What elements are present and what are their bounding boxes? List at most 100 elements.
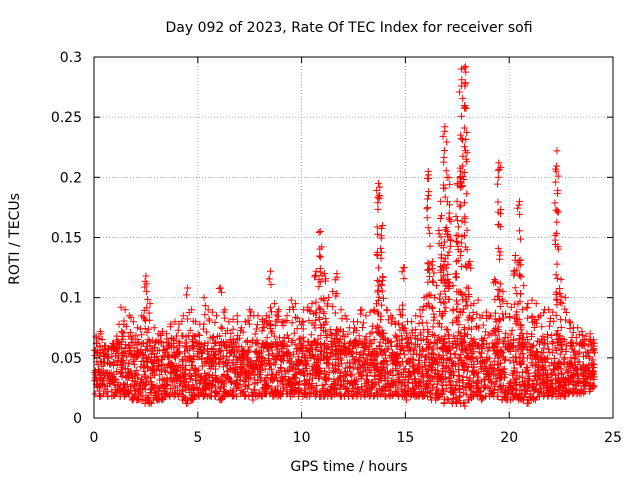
data-point bbox=[506, 396, 514, 404]
data-point bbox=[569, 379, 577, 387]
data-point bbox=[220, 382, 228, 390]
data-point bbox=[180, 348, 188, 356]
data-point bbox=[368, 328, 376, 336]
data-point bbox=[569, 361, 577, 369]
data-point bbox=[410, 375, 418, 383]
data-point bbox=[140, 371, 148, 379]
data-point bbox=[492, 331, 500, 339]
data-point bbox=[445, 364, 453, 372]
data-point bbox=[457, 167, 465, 175]
data-point bbox=[512, 385, 520, 393]
data-point bbox=[400, 275, 408, 283]
data-point bbox=[580, 378, 588, 386]
data-point bbox=[387, 368, 395, 376]
data-point bbox=[148, 381, 156, 389]
data-point bbox=[429, 278, 437, 286]
data-point bbox=[460, 143, 468, 151]
data-point bbox=[273, 346, 281, 354]
data-point bbox=[310, 338, 318, 346]
data-point bbox=[445, 284, 453, 292]
data-point bbox=[502, 329, 510, 337]
data-point bbox=[553, 260, 561, 268]
data-point bbox=[360, 339, 368, 347]
data-point bbox=[333, 389, 341, 397]
data-point bbox=[454, 242, 462, 250]
data-point bbox=[204, 371, 212, 379]
data-point bbox=[401, 351, 409, 359]
data-point bbox=[363, 372, 371, 380]
data-point bbox=[436, 290, 444, 298]
data-point bbox=[308, 300, 316, 308]
data-point bbox=[144, 394, 152, 402]
data-point bbox=[330, 368, 338, 376]
data-point bbox=[510, 336, 518, 344]
data-point bbox=[188, 361, 196, 369]
data-point bbox=[491, 309, 499, 317]
data-point bbox=[562, 347, 570, 355]
data-point bbox=[575, 348, 583, 356]
data-point bbox=[410, 368, 418, 376]
data-point bbox=[434, 360, 442, 368]
data-point bbox=[538, 363, 546, 371]
data-point bbox=[112, 352, 120, 360]
data-point bbox=[487, 312, 495, 320]
data-point bbox=[473, 373, 481, 381]
data-point bbox=[343, 377, 351, 385]
data-point bbox=[555, 378, 563, 386]
data-point bbox=[184, 315, 192, 323]
data-point bbox=[445, 173, 453, 181]
data-point bbox=[407, 339, 415, 347]
axis-ticks: 0 5 10 15 20 25 0 0.05 0.1 0.15 0.2 0.25 0.3 bbox=[51, 50, 622, 446]
data-point bbox=[91, 390, 99, 398]
data-point bbox=[419, 347, 427, 355]
data-point bbox=[144, 374, 152, 382]
y-tick-label: 0.15 bbox=[51, 231, 82, 247]
data-point bbox=[320, 339, 328, 347]
data-point bbox=[250, 371, 258, 379]
data-point bbox=[497, 348, 505, 356]
data-point bbox=[315, 276, 323, 284]
data-point bbox=[462, 135, 470, 143]
data-point bbox=[315, 228, 323, 236]
data-point bbox=[130, 395, 138, 403]
data-point bbox=[441, 308, 449, 316]
data-point bbox=[328, 392, 336, 400]
data-point bbox=[501, 386, 509, 394]
data-point bbox=[457, 400, 465, 408]
data-point bbox=[548, 370, 556, 378]
data-point bbox=[591, 349, 599, 357]
data-point bbox=[465, 396, 473, 404]
data-point bbox=[310, 321, 318, 329]
data-point bbox=[257, 358, 265, 366]
data-point bbox=[397, 311, 405, 319]
data-point bbox=[173, 375, 181, 383]
data-point bbox=[410, 386, 418, 394]
data-point bbox=[212, 375, 220, 383]
data-point bbox=[548, 349, 556, 357]
data-point bbox=[378, 301, 386, 309]
data-point bbox=[425, 188, 433, 196]
data-point bbox=[494, 336, 502, 344]
data-point bbox=[553, 361, 561, 369]
data-point bbox=[163, 345, 171, 353]
data-point bbox=[150, 324, 158, 332]
data-point bbox=[265, 313, 273, 321]
data-point bbox=[414, 365, 422, 373]
data-point bbox=[425, 272, 433, 280]
data-point bbox=[219, 352, 227, 360]
data-point bbox=[339, 327, 347, 335]
data-point bbox=[534, 366, 542, 374]
data-point bbox=[412, 326, 420, 334]
data-point bbox=[188, 306, 196, 314]
data-point bbox=[424, 300, 432, 308]
data-point bbox=[501, 356, 509, 364]
data-point bbox=[139, 351, 147, 359]
data-point bbox=[285, 375, 293, 383]
data-point bbox=[354, 318, 362, 326]
data-point bbox=[460, 124, 468, 132]
data-point bbox=[564, 368, 572, 376]
data-point bbox=[540, 364, 548, 372]
data-point bbox=[127, 368, 135, 376]
data-point bbox=[499, 314, 507, 322]
data-point bbox=[515, 201, 523, 209]
